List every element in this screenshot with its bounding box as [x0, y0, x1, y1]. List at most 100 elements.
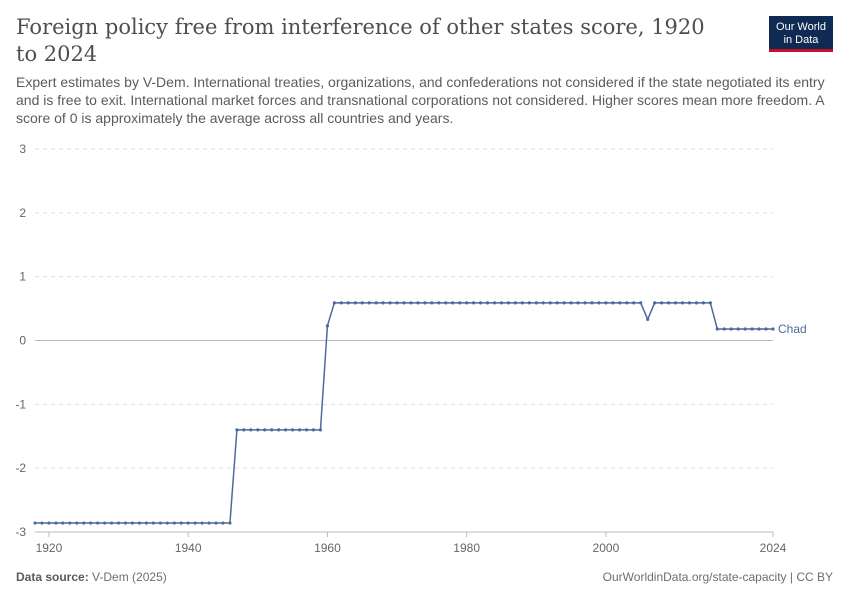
data-point	[666, 301, 671, 305]
url-license[interactable]: OurWorldinData.org/state-capacity | CC B…	[602, 570, 833, 584]
data-point	[388, 301, 392, 305]
data-point	[618, 301, 622, 305]
data-point	[478, 301, 483, 305]
data-point	[242, 428, 246, 432]
y-tick-label: 2	[19, 206, 26, 220]
data-source-label: Data source:	[16, 570, 89, 584]
data-point	[680, 301, 685, 305]
data-point	[367, 301, 371, 305]
data-point	[590, 301, 594, 305]
data-point	[423, 301, 427, 305]
data-point	[743, 327, 747, 331]
data-point	[736, 327, 740, 331]
data-point	[485, 301, 490, 305]
data-point	[158, 521, 162, 525]
data-source-value[interactable]: V-Dem (2025)	[92, 570, 167, 584]
data-point	[221, 521, 225, 525]
data-point	[33, 521, 37, 525]
chart-subtitle: Expert estimates by V-Dem. International…	[16, 74, 825, 126]
y-tick-label: -3	[15, 525, 26, 539]
chart-title: Foreign policy free from interference of…	[16, 15, 705, 66]
data-point	[228, 521, 232, 525]
data-point	[583, 301, 587, 305]
data-point	[186, 521, 190, 525]
data-point	[200, 521, 204, 525]
data-point	[764, 327, 768, 331]
axis-layer: -3 -2 -1 0 1 2 3 1920 1940 1960 1980 2000 2024	[15, 142, 786, 555]
data-point	[750, 327, 754, 331]
grid-layer	[35, 148, 773, 533]
data-point	[458, 301, 462, 305]
data-point	[437, 301, 441, 305]
x-tick-label: 1940	[175, 541, 202, 555]
y-tick-label: 0	[19, 334, 26, 348]
data-source: Data source: V-Dem (2025)	[16, 570, 167, 584]
data-point	[214, 521, 218, 525]
data-point	[103, 521, 107, 525]
x-tick-label: 2000	[593, 541, 620, 555]
data-point	[771, 327, 775, 331]
data-point	[520, 301, 524, 305]
y-tick-label: 1	[19, 270, 26, 284]
data-point	[541, 301, 545, 305]
data-point	[96, 521, 100, 525]
x-tick-label: 1980	[453, 541, 480, 555]
data-point	[47, 521, 51, 525]
data-point	[165, 521, 169, 525]
y-tick-label: 3	[19, 142, 26, 156]
data-point	[61, 521, 65, 525]
data-point	[492, 301, 497, 305]
logo-line-2: in Data	[783, 33, 819, 46]
data-point	[660, 301, 664, 305]
data-point	[270, 428, 274, 432]
data-point	[144, 521, 148, 525]
data-point	[451, 301, 455, 305]
data-point	[235, 428, 239, 432]
data-point	[325, 324, 330, 328]
data-point	[548, 301, 552, 305]
data-point	[207, 521, 211, 525]
data-point	[346, 301, 350, 305]
data-point	[409, 301, 413, 305]
data-point	[82, 521, 86, 525]
data-point	[576, 301, 580, 305]
data-point	[625, 301, 629, 305]
data-point	[263, 428, 267, 432]
data-point	[604, 301, 608, 305]
y-tick-label: -1	[15, 397, 26, 411]
data-point	[632, 301, 636, 305]
owid-logo[interactable]: Our World in Data	[769, 16, 833, 52]
data-point	[193, 521, 197, 525]
data-point	[701, 301, 705, 305]
data-point	[360, 301, 364, 305]
data-point	[109, 521, 114, 525]
data-point	[757, 327, 761, 331]
data-point	[444, 301, 448, 305]
data-point	[353, 301, 357, 305]
data-point	[297, 428, 302, 432]
data-point	[611, 301, 615, 305]
data-point	[318, 428, 323, 432]
x-tick-label: 1920	[36, 541, 63, 555]
series-line	[35, 302, 773, 524]
data-point	[555, 301, 559, 305]
data-point	[151, 521, 155, 525]
x-tick-label: 2024	[760, 541, 787, 555]
data-point	[506, 301, 511, 305]
data-point	[722, 327, 726, 331]
data-point	[653, 301, 657, 305]
data-point	[311, 428, 316, 432]
data-point	[130, 521, 135, 525]
data-point	[562, 301, 566, 305]
logo-line-1: Our World	[776, 21, 826, 33]
data-point	[569, 301, 573, 305]
data-point	[708, 301, 712, 305]
data-point	[381, 301, 385, 305]
data-point	[395, 301, 399, 305]
data-point	[68, 521, 72, 525]
data-point	[465, 301, 469, 305]
data-point	[646, 317, 650, 322]
data-point	[339, 301, 343, 305]
data-point	[172, 521, 176, 525]
